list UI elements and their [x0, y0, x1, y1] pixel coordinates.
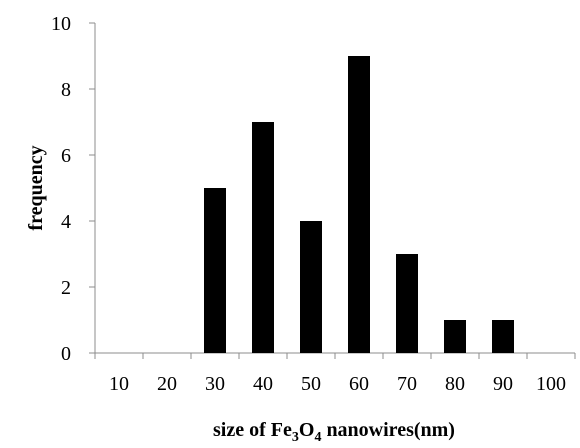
- x-tick-label: 60: [349, 373, 369, 395]
- y-tick-label: 4: [61, 211, 71, 233]
- x-axis-title: size of Fe3O4 nanowires(nm): [213, 419, 455, 443]
- y-tick-label: 6: [61, 145, 71, 167]
- bar-80: [444, 320, 466, 353]
- y-tick-label: 10: [51, 13, 71, 35]
- bar-30: [204, 188, 226, 353]
- x-tick-label: 40: [253, 373, 273, 395]
- bar-40: [252, 122, 274, 353]
- x-tick-label: 50: [301, 373, 321, 395]
- x-axis-title-prefix: size of Fe: [213, 419, 292, 441]
- bar-60: [348, 56, 370, 353]
- x-tick-label: 100: [536, 373, 566, 395]
- x-tick-label: 70: [397, 373, 417, 395]
- x-tick-label: 90: [493, 373, 513, 395]
- y-tick-labels: 0 2 4 6 8 10: [51, 13, 71, 365]
- x-tick-label: 20: [157, 373, 177, 395]
- x-axis-title-subscript-4: 4: [314, 430, 321, 443]
- x-tick-label: 10: [109, 373, 129, 395]
- bar-50: [300, 221, 322, 353]
- y-axis-title: frequency: [25, 145, 47, 230]
- x-axis: [94, 352, 576, 359]
- y-tick-label: 2: [61, 277, 71, 299]
- y-tick-label: 8: [61, 79, 71, 101]
- x-axis-title-subscript-3: 3: [292, 430, 299, 443]
- bar-70: [396, 254, 418, 353]
- x-axis-title-mid: O: [299, 419, 315, 441]
- bar-90: [492, 320, 514, 353]
- x-axis-title-suffix: nanowires(nm): [321, 419, 455, 441]
- bars: [204, 56, 514, 353]
- y-axis: [89, 22, 96, 354]
- x-tick-label: 80: [445, 373, 465, 395]
- y-tick-label: 0: [61, 343, 71, 365]
- x-tick-labels: 10 20 30 40 50 60 70 80 90 100: [109, 373, 566, 395]
- x-tick-label: 30: [205, 373, 225, 395]
